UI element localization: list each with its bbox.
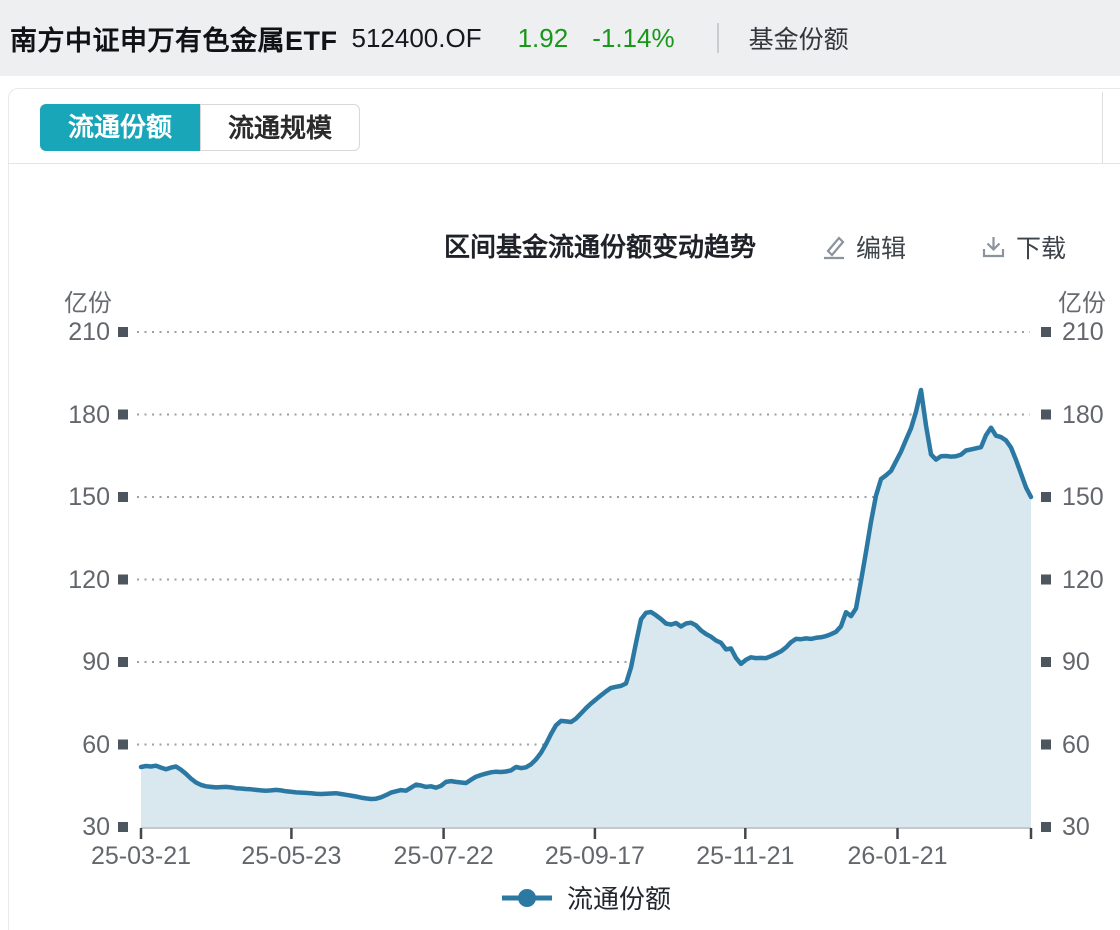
y-axis-unit-right: 亿份 (1058, 290, 1106, 317)
tabrow-right-divider (1102, 92, 1103, 163)
y-axis-tick-label: 60 (1062, 730, 1090, 759)
download-icon (982, 236, 1005, 257)
fund-header: 南方中证申万有色金属ETF 512400.OF 1.92 -1.14% 基金份额 (0, 0, 1120, 76)
y-axis-tick-label: 210 (68, 318, 110, 346)
x-axis-tick-label: 25-05-23 (241, 842, 342, 870)
y-axis-tick-label: 90 (82, 648, 110, 676)
y-axis-tick-label: 210 (1062, 318, 1104, 346)
y-axis-tick-label: 150 (1062, 483, 1104, 511)
section-label: 基金份额 (748, 26, 849, 54)
tab-circulating-shares[interactable]: 流通份额 (40, 104, 200, 151)
fund-name: 南方中证申万有色金属ETF (10, 25, 338, 56)
x-axis-tick-label: 25-09-17 (544, 842, 645, 870)
x-axis-labels: 25-03-21 25-05-23 25-07-22 25-09-17 25-11-21… (0, 842, 1120, 878)
y-axis-tick-label: 30 (82, 813, 110, 841)
edit-button-label: 编辑 (856, 235, 907, 263)
y-axis-tick-label: 180 (68, 400, 110, 429)
y-axis-tick-label: 60 (82, 730, 110, 759)
legend-label: 流通份额 (566, 884, 671, 914)
x-axis-tick-label: 25-07-22 (393, 842, 494, 870)
chart-title: 区间基金流通份额变动趋势 (443, 232, 756, 262)
tabrow-bottom-border (8, 163, 1120, 164)
fund-nav-value: 1.92 (517, 22, 569, 53)
tab-circulating-scale[interactable]: 流通规模 (200, 104, 360, 151)
y-axis-tick-label: 120 (68, 565, 110, 594)
legend-line-dot-icon (501, 887, 553, 909)
fund-change-percent: -1.14% (592, 22, 675, 53)
fund-code: 512400.OF (351, 22, 482, 53)
y-axis-labels-left: 210 180 150 120 90 60 30 (20, 0, 110, 930)
y-axis-tick-label: 30 (1062, 813, 1090, 841)
edit-button[interactable]: 编辑 (820, 229, 906, 265)
content-card (8, 88, 1120, 930)
y-axis-tick-label: 180 (1062, 400, 1104, 429)
y-axis-tick-label: 90 (1062, 648, 1090, 676)
x-axis-tick-label: 25-11-21 (696, 842, 795, 870)
download-button-label: 下载 (1016, 235, 1067, 263)
y-axis-tick-label: 150 (68, 483, 110, 511)
y-axis-unit-left: 亿份 (64, 290, 112, 317)
pencil-icon (824, 235, 845, 259)
header-divider (716, 23, 719, 53)
legend-item-circulating-shares[interactable]: 流通份额 (141, 879, 1031, 916)
download-button[interactable]: 下载 (980, 229, 1066, 265)
y-axis-tick-label: 120 (1062, 565, 1104, 594)
y-axis-labels-right: 210 180 150 120 90 60 30 (1062, 0, 1120, 930)
x-axis-tick-label: 26-01-21 (847, 842, 948, 870)
x-axis-tick-label: 25-03-21 (90, 842, 192, 870)
